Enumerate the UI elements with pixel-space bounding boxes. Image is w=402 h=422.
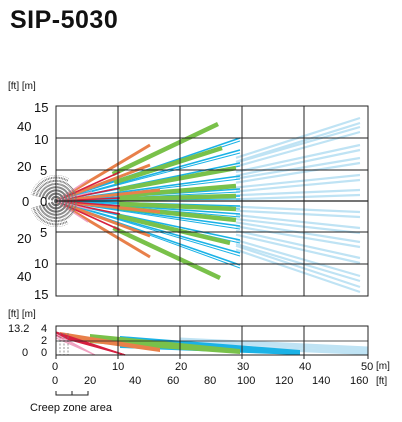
far-beam [235,233,361,265]
green-beam [118,201,237,212]
orange-beam [55,199,151,259]
red-beam [55,200,121,231]
green-beam [112,225,221,281]
green-beam [111,121,219,177]
pink-beam [55,200,93,211]
red-beam [55,171,121,202]
far-beam [235,156,361,180]
side-m-tick-2: 2 [41,335,48,347]
top-view-grid [55,105,369,297]
mid-beam [55,200,241,257]
top-ft-tick-20-top: 20 [17,159,32,174]
side-ft-height: 13.2 [8,323,30,335]
far-beam [235,213,361,230]
top-ft-tick-20-bottom: 20 [17,231,32,246]
side-x-ft-160: 160 [350,375,369,387]
side-m-tick-4: 4 [41,323,48,335]
top-ft-tick-0: 0 [22,194,30,209]
far-beam [235,205,361,214]
far-beam [235,238,361,278]
far-beam [235,161,361,184]
orange-beam [55,143,151,203]
far-beam [235,209,361,219]
side-x-m-20: 20 [175,361,188,373]
side-x-ft-20: 20 [84,375,97,387]
far-beam [235,244,361,289]
product-title: SIP-5030 [10,6,119,34]
side-view-beams [55,331,369,356]
far-beam [235,229,361,260]
side-x-m-10: 10 [112,361,125,373]
far-beam [235,148,361,177]
creep-ray [31,200,57,210]
far-beam [235,248,361,294]
side-red-beam [55,335,126,356]
top-view-beams [55,116,361,294]
side-x-ft-0: 0 [52,375,59,387]
green-beam [113,145,223,185]
top-m-tick-15-top: 15 [34,100,49,115]
side-x-m-40: 40 [299,361,312,373]
side-grid-frame [55,325,369,356]
side-x-ft-40: 40 [129,375,142,387]
side-m-tick-0: 0 [41,347,48,359]
far-beam [235,242,361,283]
top-m-tick-5-bottom: 5 [40,225,48,240]
pink-beam [55,200,89,223]
side-orange-band [60,332,160,352]
side-green-band [90,334,240,354]
side-x-m-30: 30 [237,361,250,373]
side-x-ft-100: 100 [237,375,256,387]
green-beam [118,193,237,202]
far-beam [235,121,361,163]
side-x-unit-m: [m] [376,361,390,372]
top-view-pattern [30,105,369,297]
green-beam [118,165,237,192]
side-far-beam [179,337,369,352]
top-ft-tick-40-bottom: 40 [17,269,32,284]
side-x-ft-60: 60 [167,375,180,387]
far-beam [235,178,361,193]
pink-beam [55,191,93,202]
top-ft-tick-40-top: 40 [17,119,32,134]
far-beam [235,125,361,164]
side-x-ft-80: 80 [204,375,217,387]
top-m-tick-10-bottom: 10 [34,256,49,271]
pink-beam [55,179,89,202]
side-units-label: [ft] [m] [8,309,36,320]
side-x-m-50: 50 [361,361,374,373]
side-x-ft-140: 140 [312,375,331,387]
green-beam [118,183,237,198]
side-view-pattern [55,325,369,359]
far-beam [235,188,361,197]
far-beam [235,217,361,235]
creep-zone-label: Creep zone area [30,402,112,414]
far-beam [235,173,361,189]
side-view-grid [55,325,369,359]
top-m-tick-10-top: 10 [34,132,49,147]
top-m-tick-0: 0 [40,194,48,209]
side-x-ft-120: 120 [275,375,294,387]
side-x-m-0: 0 [52,361,59,373]
top-units-label: [ft] [m] [8,81,36,92]
green-beam [116,213,231,246]
side-x-unit-ft: [ft] [376,376,388,387]
far-beam [235,225,361,249]
far-beam [235,193,361,201]
far-beam [235,143,361,173]
top-m-tick-5-top: 5 [40,163,48,178]
side-ft-tick-0: 0 [22,347,29,359]
top-m-tick-15-bottom: 15 [34,287,49,302]
top-view-creep-zone [30,174,79,228]
creep-zone-bracket [55,391,89,396]
